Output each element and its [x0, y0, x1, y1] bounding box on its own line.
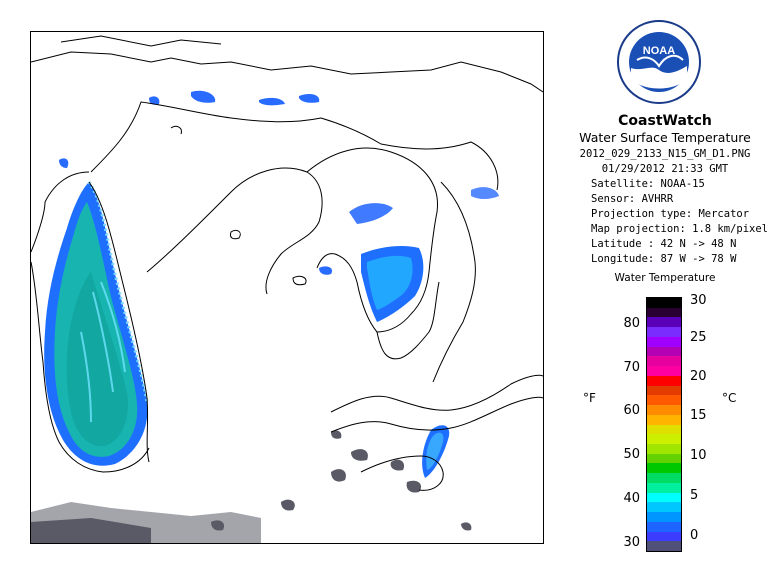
lake-ontario-sst: [422, 425, 450, 478]
tick-c-30: 30: [690, 293, 707, 308]
colorbar-swatch: [647, 327, 681, 338]
latitude-range: Latitude : 42 N -> 48 N: [591, 238, 737, 250]
colorbar-swatch: [647, 492, 681, 503]
colorbar-swatch: [647, 473, 681, 484]
colorbar-swatch: [647, 512, 681, 523]
northern-patches: [59, 90, 333, 275]
unit-fahrenheit: °F: [583, 391, 596, 405]
colorbar-swatch: [647, 414, 681, 425]
colorbar-swatch: [647, 336, 681, 348]
colorbar-swatch: [647, 541, 681, 552]
tick-f-80: 80: [623, 316, 640, 331]
temperature-colorbar: [646, 297, 682, 552]
product-subtitle: Water Surface Temperature: [579, 130, 751, 145]
snow-cover-patches: [31, 430, 472, 543]
colorbar-swatch: [647, 453, 681, 464]
tick-f-60: 60: [623, 403, 640, 418]
colorbar-swatch: [647, 366, 681, 377]
noaa-logo: NOAA: [617, 20, 701, 104]
tick-f-70: 70: [623, 360, 640, 375]
colorbar-swatch: [647, 482, 681, 494]
colorbar-swatch: [647, 434, 681, 445]
product-filename: 2012_029_2133_N15_GM_D1.PNG: [579, 148, 751, 160]
tick-f-30: 30: [623, 535, 640, 550]
colorbar-swatch: [647, 375, 681, 387]
saginaw-bay-sst: [349, 187, 499, 322]
colorbar-swatch: [647, 298, 681, 309]
colorbar-swatch: [647, 424, 681, 435]
coastlines: [31, 35, 543, 491]
colorbar-swatch: [647, 385, 681, 396]
colorbar-swatch: [647, 317, 681, 328]
sensor-label: Sensor: AVHRR: [591, 193, 674, 205]
colorbar-swatch: [647, 395, 681, 406]
colorbar-swatch: [647, 356, 681, 367]
lake-michigan-sst: [44, 181, 149, 466]
colorbar-swatch: [647, 463, 681, 474]
projection-type: Projection type: Mercator: [591, 208, 750, 220]
colorbar-swatch: [647, 405, 681, 416]
tick-c-10: 10: [690, 448, 707, 463]
tick-f-40: 40: [623, 491, 640, 506]
tick-c-25: 25: [690, 330, 707, 345]
colorbar-swatch: [647, 307, 681, 318]
longitude-range: Longitude: 87 W -> 78 W: [591, 253, 737, 265]
logo-text: NOAA: [643, 45, 675, 57]
map-projection: Map projection: 1.8 km/pixel: [591, 223, 769, 235]
tick-c-15: 15: [690, 408, 707, 423]
tick-c-5: 5: [690, 488, 699, 503]
unit-celsius: °C: [722, 391, 737, 405]
brand-name: CoastWatch: [618, 113, 712, 129]
product-datetime: 01/29/2012 21:33 GMT: [601, 163, 729, 175]
colorbar-swatch: [647, 521, 681, 533]
legend-title: Water Temperature: [614, 272, 716, 284]
tick-f-50: 50: [623, 447, 640, 462]
colorbar-swatch: [647, 531, 681, 542]
sst-map[interactable]: [30, 31, 544, 544]
colorbar-swatch: [647, 502, 681, 513]
satellite-label: Satellite: NOAA-15: [591, 178, 705, 190]
tick-c-0: 0: [690, 528, 699, 543]
map-canvas: [31, 35, 543, 543]
tick-c-20: 20: [690, 369, 707, 384]
colorbar-swatch: [647, 346, 681, 357]
colorbar-swatch: [647, 443, 681, 455]
